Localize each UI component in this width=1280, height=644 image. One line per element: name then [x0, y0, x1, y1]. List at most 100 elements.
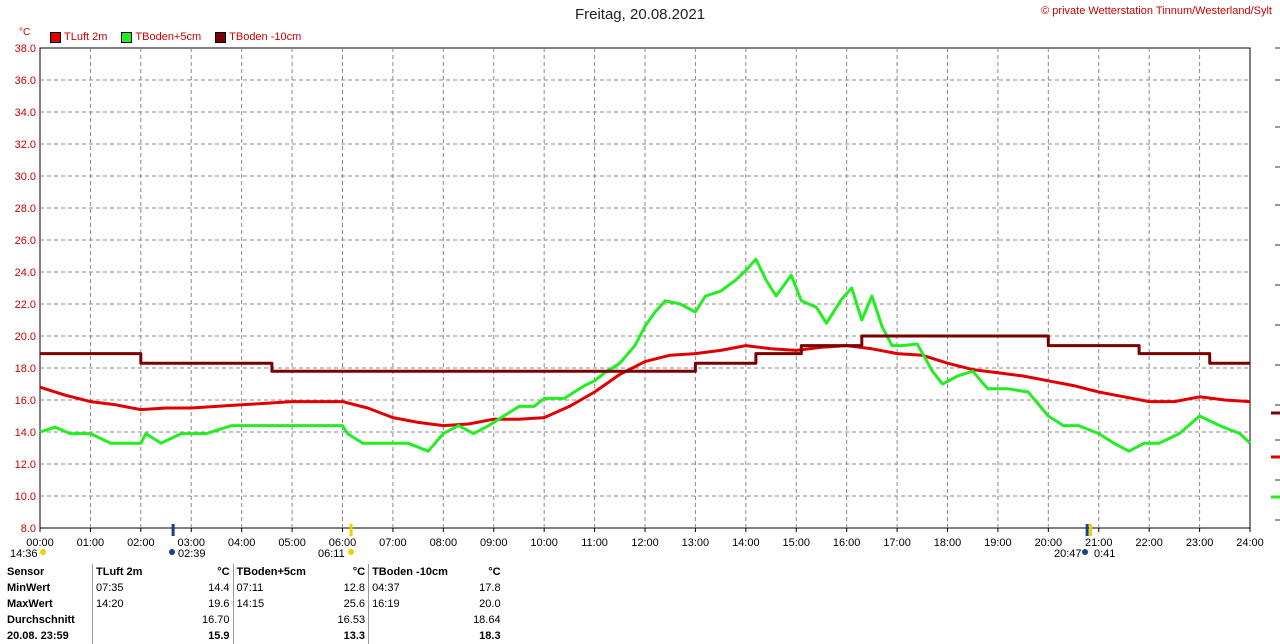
stats-row-current: 20.08. 23:59 15.9 13.3 18.3 — [4, 628, 504, 644]
sun-left-time: 14:36 — [10, 548, 38, 560]
legend-item-tboden-minus10[interactable]: TBoden -10cm — [215, 31, 301, 43]
legend-label: TBoden -10cm — [229, 31, 302, 43]
x-tick-label: 20:00 — [1035, 537, 1063, 549]
y-tick-label: 16.0 — [15, 395, 36, 407]
stats-row-label: MaxWert — [7, 598, 53, 610]
copyright-label: © private Wetterstation Tinnum/Westerlan… — [1041, 5, 1272, 17]
stats-header-unit1: °C — [217, 566, 230, 578]
sun-marker — [1085, 524, 1089, 536]
stats-value: 18.64 — [473, 614, 501, 626]
y-tick-label: 18.0 — [15, 363, 36, 375]
sun-marker — [349, 524, 353, 536]
y-tick-label: 10.0 — [15, 491, 36, 503]
stats-time: 14:20 — [92, 596, 184, 612]
sun-dot — [169, 549, 175, 555]
stats-header-unit2: °C — [352, 566, 366, 578]
stats-time: 07:11 — [232, 580, 320, 596]
stats-header-s1: TLuft 2m — [92, 564, 199, 580]
stats-value: 12.8 — [343, 582, 366, 594]
y-tick-label: 36.0 — [15, 75, 36, 87]
x-axis-ticks: 00:00 01:00 02:00 03:00 04:00 05:00 06:00 07:00… — [26, 528, 1264, 549]
x-tick-label: 21:00 — [1085, 537, 1113, 549]
sun-marker — [1089, 524, 1093, 536]
y-axis-ticks: 8.0 10.0 12.0 14.0 16.0 18.0 20.0 22.0 24.0 26.0 2… — [15, 43, 36, 535]
x-tick-label: 23:00 — [1186, 537, 1214, 549]
stats-row-avg: Durchschnitt 16.70 16.53 18.64 — [4, 612, 504, 628]
stats-value: 19.6 — [208, 598, 230, 610]
stats-row-label: Durchschnitt — [7, 614, 75, 626]
y-axis-unit: °C — [19, 27, 31, 38]
stats-value: 17.8 — [479, 582, 501, 594]
x-tick-label: 10:00 — [530, 537, 558, 549]
stats-time — [232, 612, 320, 628]
y-tick-label: 38.0 — [15, 43, 36, 55]
sunrise-pre-time: 06:11 — [318, 548, 345, 560]
x-tick-label: 22:00 — [1135, 537, 1163, 549]
x-tick-label: 16:00 — [833, 537, 861, 549]
stats-time — [92, 628, 184, 644]
y-tick-label: 20.0 — [15, 331, 36, 343]
stats-row-max: MaxWert 14:20 19.6 14:15 25.6 16:19 20.0 — [4, 596, 504, 612]
x-tick-label: 00:00 — [26, 537, 54, 549]
x-tick-label: 19:00 — [984, 537, 1012, 549]
y-tick-label: 12.0 — [15, 459, 36, 471]
legend-swatch-icon — [215, 31, 227, 43]
sunset-pre-time: 20:47 — [1054, 548, 1082, 560]
stats-header-unit3: °C — [488, 566, 501, 578]
x-tick-label: 01:00 — [77, 537, 105, 549]
sun-dot — [1082, 549, 1088, 555]
stats-value: 14.4 — [208, 582, 230, 594]
stats-value: 16.53 — [337, 614, 366, 626]
stats-time: 16:19 — [368, 596, 455, 612]
x-tick-label: 05:00 — [278, 537, 306, 549]
stats-header-s3: TBoden -10cm — [368, 564, 471, 580]
legend-item-tboden-plus5[interactable]: TBoden+5cm — [121, 31, 201, 43]
chart-title: Freitag, 20.08.2021 — [574, 6, 706, 23]
y-tick-label: 14.0 — [15, 427, 36, 439]
x-tick-label: 06:00 — [329, 537, 357, 549]
series-line-tboden-minus10 — [40, 334, 1250, 373]
x-tick-label: 13:00 — [682, 537, 710, 549]
stats-header-s2: TBoden+5cm — [232, 564, 335, 580]
right-axis-markers — [1271, 47, 1280, 521]
x-tick-label: 03:00 — [177, 537, 205, 549]
x-tick-label: 08:00 — [430, 537, 458, 549]
stats-row-min: MinWert 07:35 14.4 07:11 12.8 04:37 17.8 — [4, 580, 504, 596]
sun-dot — [348, 549, 354, 555]
statistics-table: Sensor TLuft 2m °C TBoden+5cm °C TBoden … — [4, 564, 504, 644]
x-tick-label: 18:00 — [934, 537, 962, 549]
y-tick-label: 34.0 — [15, 107, 36, 119]
stats-value: 15.9 — [208, 630, 230, 642]
stats-time — [232, 628, 320, 644]
legend-label: TBoden+5cm — [135, 31, 202, 43]
x-tick-label: 15:00 — [782, 537, 810, 549]
legend-item-tluft[interactable]: TLuft 2m — [50, 31, 107, 43]
series-line-tluft — [39, 344, 1251, 428]
y-tick-label: 30.0 — [15, 171, 36, 183]
y-tick-label: 26.0 — [15, 235, 36, 247]
x-tick-label: 04:00 — [228, 537, 256, 549]
stats-time: 07:35 — [92, 580, 184, 596]
x-tick-label: 07:00 — [379, 537, 407, 549]
stats-value: 18.3 — [479, 630, 501, 642]
x-tick-label: 09:00 — [480, 537, 508, 549]
x-tick-label: 12:00 — [631, 537, 659, 549]
grid-lines — [40, 48, 1250, 528]
y-tick-label: 32.0 — [15, 139, 36, 151]
sunset-time: 0:41 — [1094, 548, 1116, 560]
x-tick-label: 02:00 — [127, 537, 155, 549]
legend: TLuft 2m TBoden+5cm TBoden -10cm — [50, 31, 315, 43]
x-tick-label: 11:00 — [581, 537, 608, 549]
stats-time — [368, 628, 455, 644]
stats-row-label: MinWert — [7, 582, 51, 594]
y-tick-label: 28.0 — [15, 203, 36, 215]
x-tick-label: 17:00 — [883, 537, 911, 549]
series-line-tboden-plus5 — [39, 257, 1252, 453]
stats-value: 13.3 — [343, 630, 366, 642]
stats-header-sensor: Sensor — [7, 566, 45, 578]
legend-swatch-icon — [50, 31, 61, 43]
stats-header-row: Sensor TLuft 2m °C TBoden+5cm °C TBoden … — [4, 564, 504, 580]
stats-value: 20.0 — [479, 598, 501, 610]
y-tick-label: 22.0 — [15, 299, 36, 311]
